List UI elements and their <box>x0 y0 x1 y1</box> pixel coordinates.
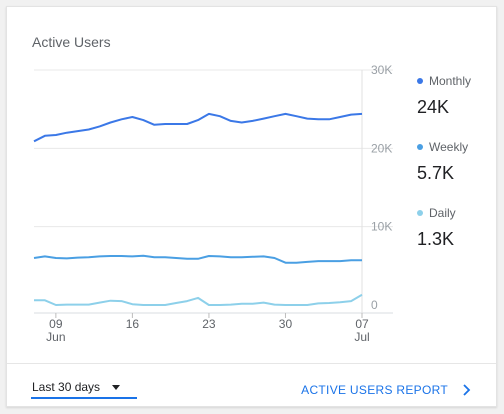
date-range-dropdown[interactable]: Last 30 days <box>31 377 137 399</box>
caret-down-icon <box>112 385 120 390</box>
card-title: Active Users <box>32 34 111 50</box>
legend-item-monthly: Monthly 24K <box>417 73 497 139</box>
legend-item-weekly: Weekly 5.7K <box>417 139 497 205</box>
legend-value: 1.3K <box>417 229 455 249</box>
legend-label: Monthly <box>429 74 472 88</box>
chart-legend: Monthly 24K Weekly 5.7K Daily 1.3K <box>417 73 497 271</box>
legend-dot-icon <box>417 210 423 216</box>
x-tick-label: 09 <box>49 317 63 331</box>
y-tick-label: 0 <box>371 298 378 312</box>
x-tick-month-label: Jun <box>46 330 65 344</box>
card-footer: Last 30 days ACTIVE USERS REPORT <box>7 363 496 408</box>
series-line-daily <box>34 293 363 306</box>
legend-dot-icon <box>417 144 423 150</box>
chevron-right-icon <box>463 384 471 396</box>
chart-series <box>33 112 363 306</box>
x-tick-month-label: Jul <box>354 330 369 344</box>
active-users-card: Active Users 0 10K 20K 30K 09 Jun 16 23 30 07 Jul… <box>6 6 497 407</box>
legend-item-daily: Daily 1.3K <box>417 205 497 271</box>
y-tick-label: 30K <box>371 63 392 77</box>
date-range-label: Last 30 days <box>32 380 101 394</box>
x-tick-label: 30 <box>279 317 293 331</box>
y-tick-label: 10K <box>371 220 392 234</box>
legend-value: 24K <box>417 97 450 117</box>
x-tick-label: 23 <box>202 317 216 331</box>
legend-label: Weekly <box>429 140 469 154</box>
chart-grid <box>34 69 393 314</box>
y-axis-ticks: 0 10K 20K 30K <box>371 63 392 312</box>
active-users-report-link[interactable]: ACTIVE USERS REPORT <box>301 383 472 397</box>
legend-label: Daily <box>429 206 456 220</box>
y-tick-label: 20K <box>371 141 392 155</box>
legend-dot-icon <box>417 78 423 84</box>
x-tick-label: 16 <box>126 317 140 331</box>
series-line-weekly <box>33 254 362 264</box>
legend-value: 5.7K <box>417 163 455 183</box>
report-link-label: ACTIVE USERS REPORT <box>301 383 448 397</box>
series-line-monthly <box>33 112 363 143</box>
x-tick-label: 07 <box>355 317 369 331</box>
